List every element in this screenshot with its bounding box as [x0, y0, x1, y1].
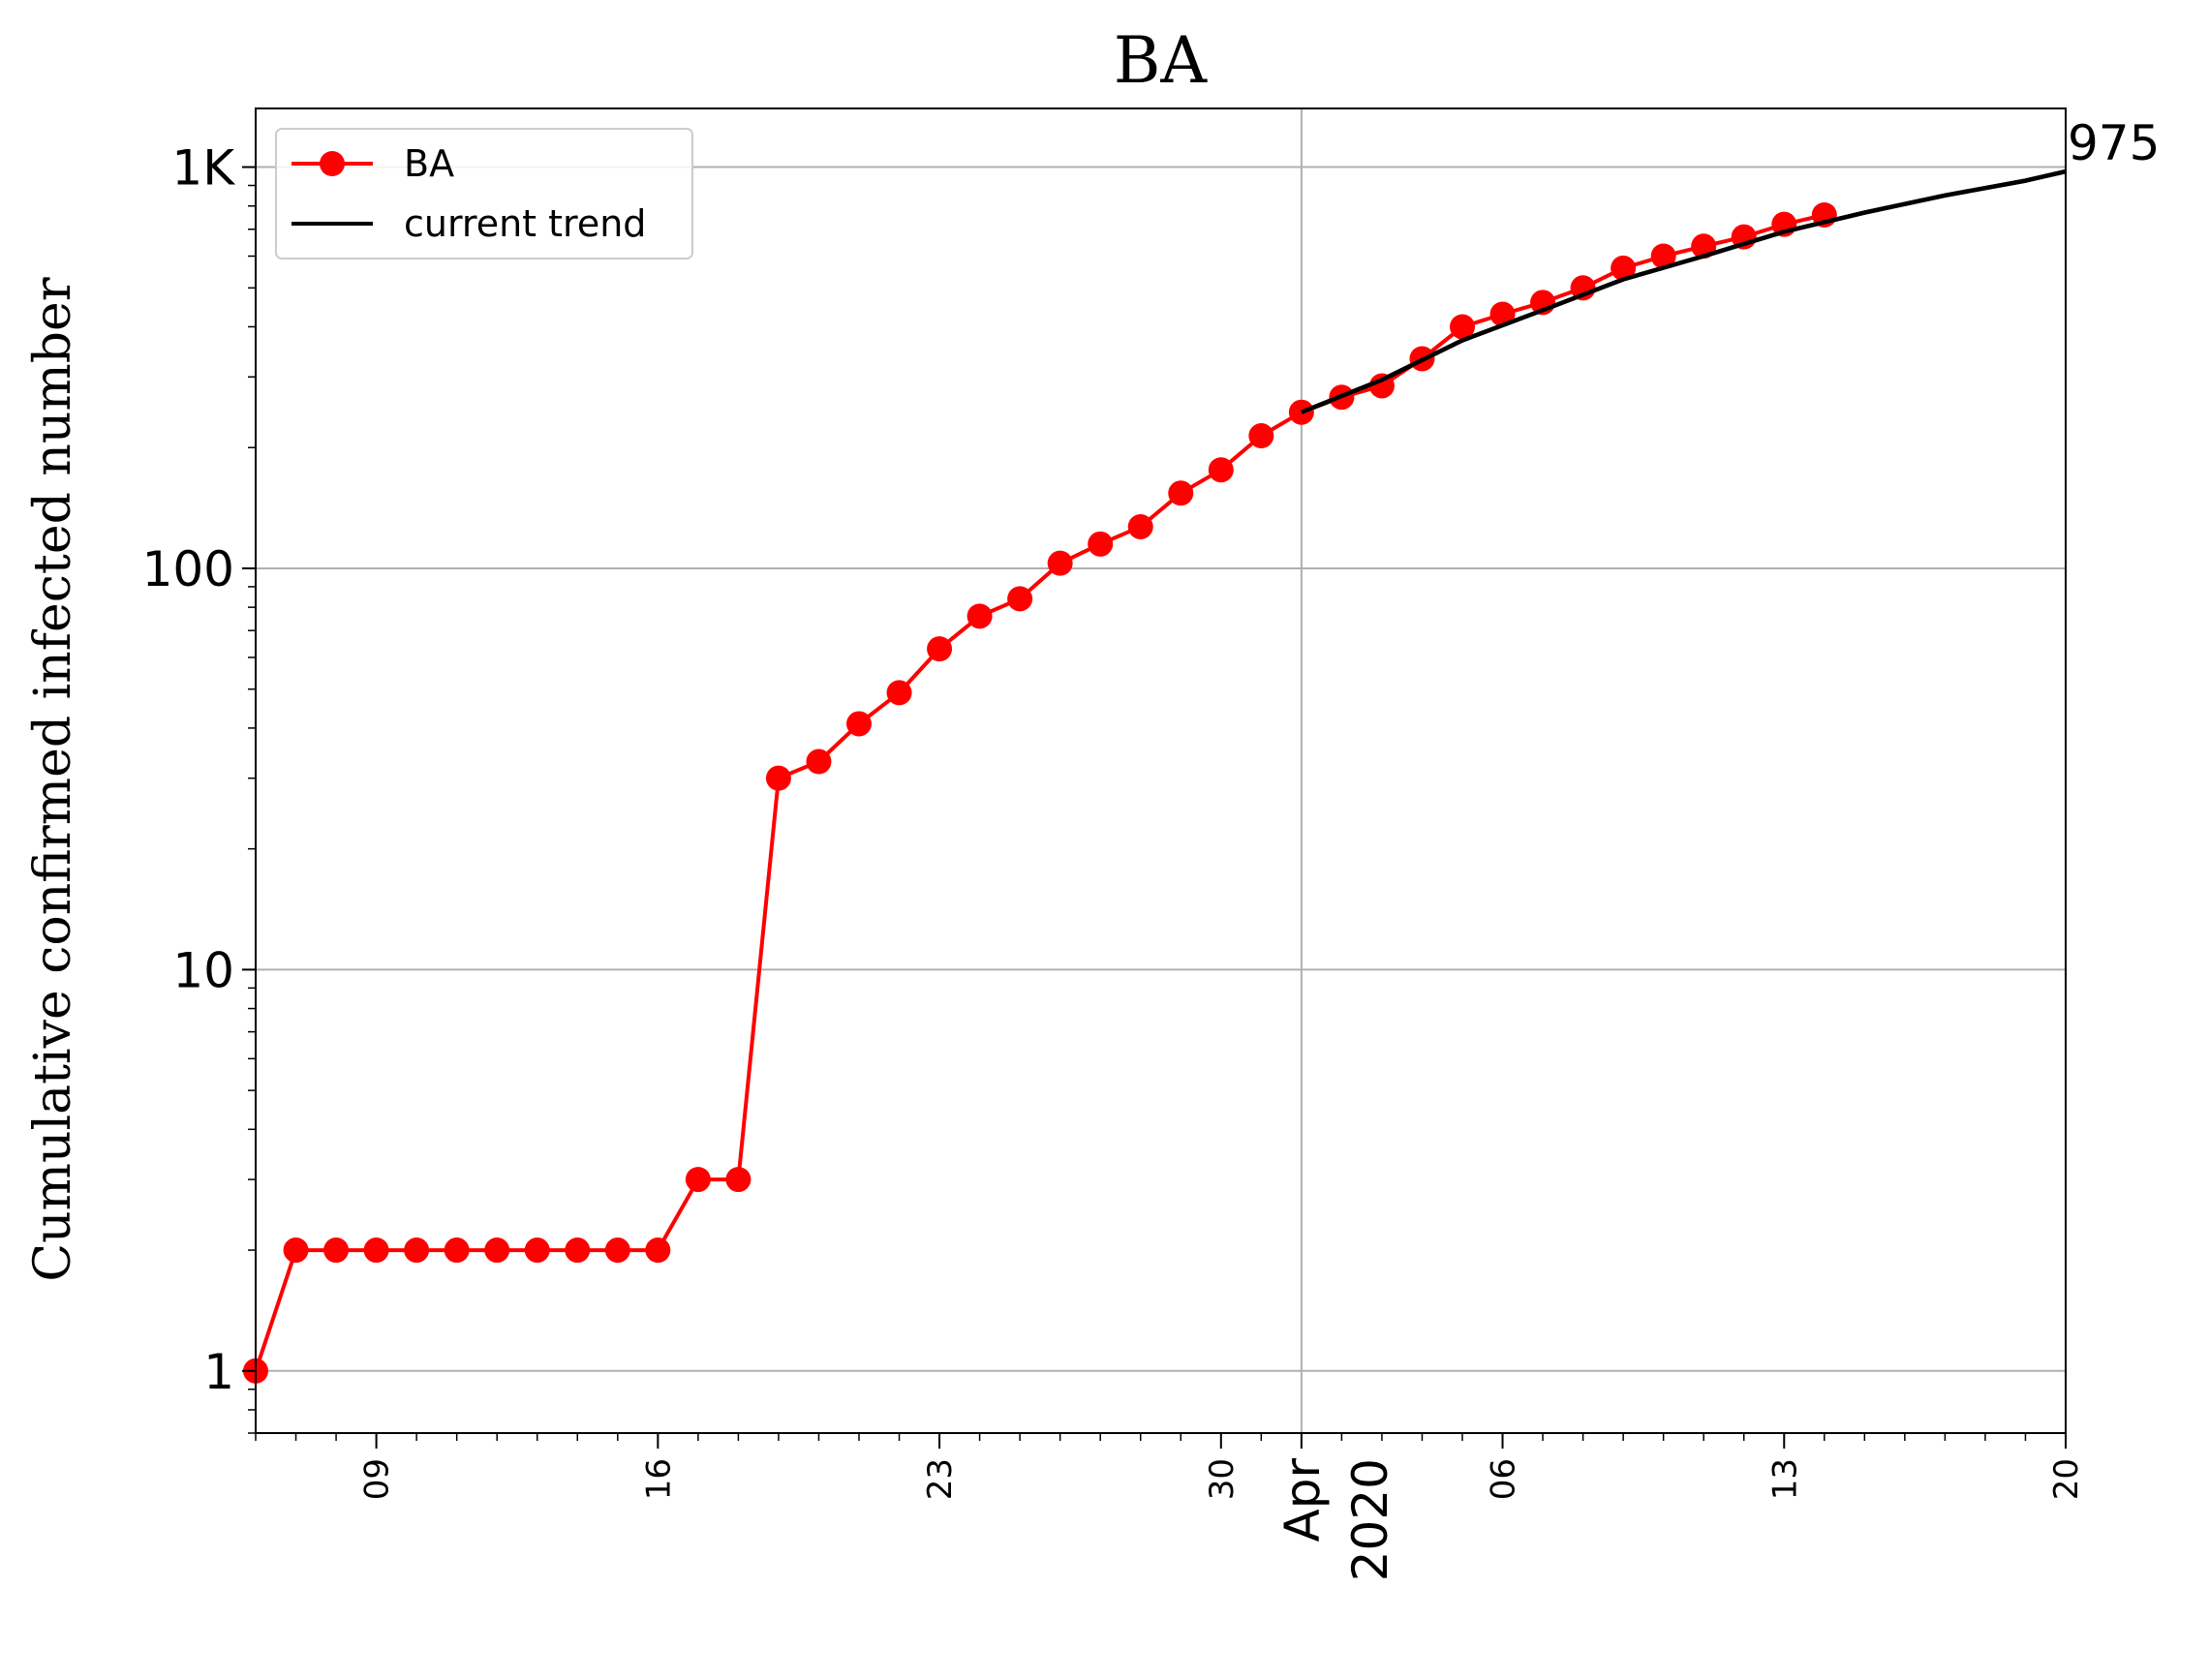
x-tick-label: 30: [1203, 1458, 1242, 1500]
series-ba-point: [444, 1237, 470, 1264]
grid-layer: [256, 108, 2066, 1433]
x-tick-label: 06: [1485, 1458, 1523, 1500]
x-tick-label: 20: [2047, 1458, 2086, 1500]
series-ba-point: [283, 1237, 309, 1264]
series-ba-line: [254, 213, 1825, 1372]
y-tick-label: 1: [203, 1344, 234, 1400]
series-ba-point: [886, 680, 912, 706]
x-month-label: Apr: [1274, 1458, 1331, 1543]
series-ba-point: [645, 1237, 671, 1264]
series-ba-point: [1489, 301, 1516, 327]
series-ba-point: [966, 603, 993, 629]
y-axis-label: Cumulative confirmed infected number: [24, 277, 82, 1281]
series-trend-line: [1301, 168, 2067, 414]
legend: BA current trend: [275, 128, 693, 260]
series-ba-point: [565, 1237, 591, 1264]
series-ba-point: [1650, 243, 1676, 269]
series-ba-point: [806, 748, 832, 775]
series-ba-point: [1168, 480, 1194, 506]
series-ba-point: [927, 636, 953, 662]
chart-title: BA: [1114, 23, 1209, 98]
y-tick-label: 100: [142, 541, 234, 597]
series-trend-line-overlay: [1301, 168, 2067, 414]
series-ba-point: [1127, 513, 1153, 539]
x-year-label: 2020: [1342, 1458, 1398, 1581]
series-ba-point: [1611, 255, 1637, 281]
legend-trend-label: current trend: [404, 202, 646, 245]
series-layer: 975: [243, 115, 2160, 1384]
series-ba-point: [1007, 586, 1033, 612]
series-ba-point: [604, 1237, 630, 1264]
legend-ba-label: BA: [404, 142, 454, 185]
series-ba-point: [1047, 550, 1073, 576]
series-ba-point: [1368, 373, 1395, 399]
series-ba-point: [404, 1237, 430, 1264]
series-ba-point: [323, 1237, 350, 1264]
series-ba-point: [484, 1237, 510, 1264]
series-ba-point: [1248, 423, 1274, 449]
y-tick-label: 1K: [171, 140, 235, 197]
x-tick-label: 16: [639, 1458, 678, 1500]
series-ba-point: [765, 765, 791, 791]
series-ba-point: [1208, 457, 1234, 483]
x-tick-label: 23: [921, 1458, 960, 1500]
series-ba-point: [524, 1237, 550, 1264]
series-ba-point: [685, 1167, 711, 1193]
annotation-label: 975: [2068, 115, 2160, 171]
series-ba-point: [725, 1167, 752, 1193]
x-tick-label: 09: [358, 1458, 397, 1500]
legend-box: [275, 128, 693, 260]
legend-ba-marker: [320, 151, 345, 176]
plot-frame: [255, 107, 2067, 1434]
series-ba-point: [1288, 399, 1314, 425]
series-ba-point: [1088, 531, 1114, 557]
series-ba-point: [1450, 314, 1475, 340]
tick-layer: 1 10 100 1K 09 16 23 30 06 13 20 Apr 2020: [142, 140, 2086, 1582]
series-ba-point: [363, 1237, 389, 1264]
series-ba-point: [846, 711, 872, 737]
x-tick-label: 13: [1765, 1458, 1804, 1500]
y-tick-label: 10: [172, 942, 234, 998]
